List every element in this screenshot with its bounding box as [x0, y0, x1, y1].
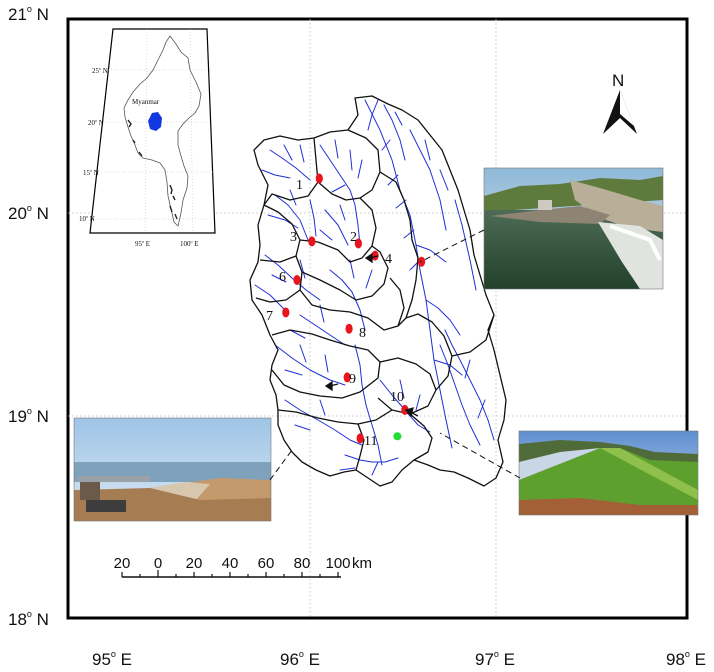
leader-line-embankment: [269, 449, 293, 481]
reservoir-marker-4: [371, 250, 379, 261]
dam-spillway-photo: [483, 167, 664, 290]
reservoir-marker-7: [282, 307, 290, 318]
site-labels: 1 2 3 4 6 7 8 9 10 11: [266, 178, 404, 449]
scale-bar: 20 0 20 40 60 80 100 km: [114, 555, 372, 578]
site-label-11: 11: [364, 434, 377, 449]
longitude-labels: 95o E 96o E 97o E 98o E: [92, 649, 706, 669]
svg-text:25o N: 25o N: [92, 66, 108, 75]
pointer-arrows: [324, 252, 419, 418]
reservoir-marker-3: [308, 236, 316, 247]
reservoir-marker-5: [418, 256, 426, 267]
lon-label-95: 95o E: [92, 649, 132, 669]
north-label: N: [612, 71, 624, 90]
site-label-2: 2: [350, 230, 357, 245]
graticule: [68, 19, 687, 618]
site-label-7: 7: [266, 309, 273, 324]
scale-tick-100: 100: [325, 555, 350, 572]
basin-outline: [249, 95, 507, 487]
lat-label-19: 19o N: [8, 406, 49, 426]
site-label-8: 8: [359, 326, 366, 341]
leader-line-grass-dam: [439, 432, 521, 479]
svg-text:20o N: 20o N: [88, 118, 104, 127]
svg-text:100o E: 100o E: [180, 239, 199, 248]
reservoir-marker-9: [343, 372, 351, 383]
lat-label-20: 20o N: [8, 203, 49, 223]
reservoir-marker-10: [401, 404, 409, 415]
site-markers: [282, 173, 426, 444]
lon-label-97: 97o E: [475, 649, 515, 669]
scale-tick-40: 40: [222, 555, 239, 572]
reservoir-marker-8: [345, 323, 353, 334]
subbasin-boundaries: [249, 95, 507, 487]
svg-text:10o N: 10o N: [79, 214, 95, 223]
latitude-labels: 21o N 20o N 19o N 18o N: [8, 4, 49, 629]
site-label-6: 6: [279, 270, 286, 285]
reservoir-marker-11: [356, 433, 364, 444]
scale-tick-20: 20: [186, 555, 203, 572]
lat-label-18: 18o N: [8, 609, 49, 629]
outlet-marker: [393, 432, 402, 441]
scale-tick-80: 80: [294, 555, 311, 572]
reservoir-embankment-photo: [73, 417, 272, 522]
lat-label-21: 21o N: [8, 4, 49, 24]
lon-label-96: 96o E: [280, 649, 320, 669]
lon-label-98: 98o E: [666, 649, 706, 669]
scale-tick-60: 60: [258, 555, 275, 572]
site-label-1: 1: [296, 178, 303, 193]
inset-location-map: Myanmar 25o N 20o N 15o N 10o N 95o E 10…: [79, 28, 216, 248]
site-label-9: 9: [349, 372, 356, 387]
svg-text:15o N: 15o N: [83, 168, 99, 177]
inset-country-label: Myanmar: [132, 98, 160, 106]
reservoir-marker-1: [315, 173, 323, 184]
study-area-region: [148, 112, 162, 131]
scale-tick-20-left: 20: [114, 555, 131, 572]
grass-dam-photo: [518, 430, 699, 516]
scale-tick-0: 0: [154, 555, 162, 572]
scale-unit: km: [352, 555, 372, 572]
site-label-4: 4: [385, 252, 392, 267]
reservoir-marker-2: [354, 238, 362, 249]
svg-text:95o E: 95o E: [135, 239, 150, 248]
site-label-10: 10: [390, 390, 404, 405]
reservoir-marker-6: [293, 274, 301, 285]
site-label-3: 3: [290, 230, 297, 245]
leader-line-dam: [419, 229, 485, 263]
myanmar-coast-islands: [127, 119, 178, 220]
north-arrow-icon: N: [603, 71, 637, 134]
